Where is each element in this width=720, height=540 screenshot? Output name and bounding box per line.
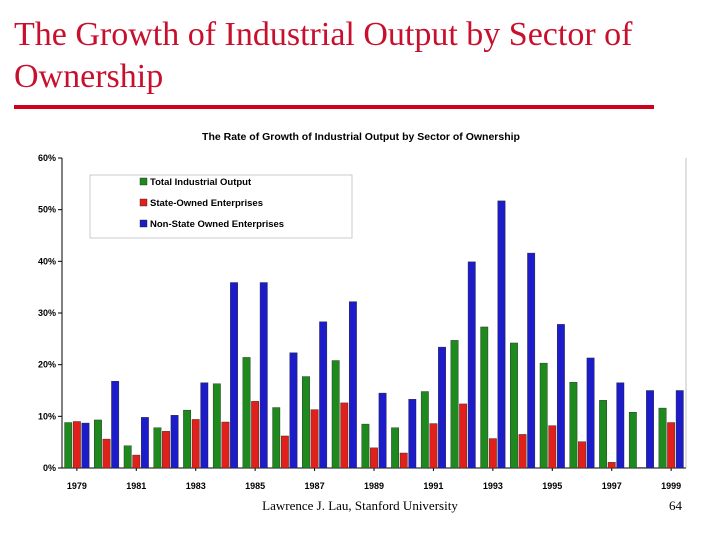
chart-bars: [64, 200, 684, 469]
x-tick-label: 1983: [186, 481, 206, 491]
bar-state-1997: [607, 462, 616, 469]
y-tick-label: 10%: [38, 411, 56, 421]
bar-nonstate-1984: [230, 282, 238, 469]
bar-total-1985: [242, 357, 251, 469]
bar-total-1990: [391, 427, 400, 469]
x-tick-label: 1997: [602, 481, 622, 491]
bar-total-1994: [510, 342, 518, 469]
bar-nonstate-1994: [527, 252, 536, 469]
x-tick-label: 1989: [364, 481, 384, 491]
bar-total-1979: [64, 422, 73, 469]
bar-nonstate-1983: [200, 382, 209, 469]
x-tick-label: 1991: [423, 481, 443, 491]
y-tick-label: 40%: [38, 256, 56, 266]
bar-state-1983: [191, 419, 200, 469]
bar-total-1987: [302, 376, 310, 469]
bar-nonstate-1979: [81, 422, 90, 469]
bar-total-1997: [599, 400, 608, 469]
legend-swatch-total: [139, 177, 148, 186]
x-tick-label: 1993: [483, 481, 503, 491]
bar-nonstate-1998: [646, 390, 654, 469]
legend-label-nonstate: Non-State Owned Enterprises: [150, 219, 284, 230]
bar-nonstate-1981: [140, 417, 149, 469]
bar-total-1983: [183, 409, 192, 469]
x-tick-label: 1987: [305, 481, 325, 491]
x-tick-label: 1985: [245, 481, 265, 491]
bar-state-1985: [251, 401, 260, 469]
bar-state-1986: [280, 435, 289, 469]
footer-credit: Lawrence J. Lau, Stanford University: [262, 498, 458, 513]
bar-state-1984: [221, 421, 230, 469]
bar-nonstate-1982: [170, 415, 179, 469]
bar-nonstate-1991: [438, 346, 446, 469]
bar-nonstate-1993: [497, 200, 506, 469]
bar-state-1987: [310, 409, 319, 469]
bar-total-1984: [212, 383, 221, 469]
bar-state-1999: [667, 422, 676, 469]
legend-label-state: State-Owned Enterprises: [150, 198, 263, 209]
bar-nonstate-1997: [616, 382, 625, 469]
legend-swatch-nonstate: [139, 219, 148, 228]
bar-total-1980: [94, 419, 102, 469]
bar-state-1998: [637, 467, 646, 469]
bar-nonstate-1990: [408, 399, 417, 469]
bar-total-1995: [539, 362, 548, 469]
y-tick-label: 60%: [38, 153, 56, 163]
bar-state-1988: [340, 402, 349, 469]
bar-total-1998: [628, 412, 637, 469]
chart-legend: Total Industrial Output State-Owned Enter…: [89, 174, 353, 239]
x-tick-label: 1979: [67, 481, 87, 491]
bar-nonstate-1980: [111, 381, 120, 469]
bar-total-1999: [658, 407, 667, 469]
bar-total-1991: [420, 391, 429, 469]
y-tick-label: 30%: [38, 308, 56, 318]
bar-total-1988: [331, 360, 340, 469]
y-tick-label: 0%: [43, 463, 56, 473]
legend-box: [89, 174, 353, 239]
bar-state-1991: [429, 423, 438, 469]
bar-nonstate-1986: [289, 352, 298, 469]
bar-total-1982: [153, 427, 162, 469]
bar-state-1981: [132, 454, 141, 469]
x-tick-label: 1999: [661, 481, 681, 491]
bar-nonstate-1999: [675, 390, 684, 469]
bar-total-1981: [123, 445, 132, 469]
chart-tick-labels: 0% 10% 20% 30% 40% 50% 60% 1979 1981 1983 1985 1987…: [38, 153, 681, 491]
bar-nonstate-1985: [259, 282, 268, 469]
bar-state-1994: [518, 434, 527, 469]
y-tick-label: 50%: [38, 205, 56, 215]
bar-total-1986: [272, 407, 281, 469]
bar-total-1996: [569, 382, 578, 469]
bar-total-1992: [450, 340, 459, 469]
bar-nonstate-1996: [586, 357, 595, 469]
legend-label-total: Total Industrial Output: [150, 177, 252, 188]
title-underline: [14, 105, 654, 109]
legend-swatch-state: [139, 198, 148, 207]
bar-state-1982: [162, 431, 170, 469]
bar-total-1993: [480, 326, 489, 469]
bar-nonstate-1987: [319, 321, 328, 469]
bar-state-1979: [72, 421, 81, 469]
bar-state-1992: [459, 403, 468, 469]
bar-state-1990: [399, 452, 408, 469]
bar-state-1989: [370, 447, 378, 469]
growth-bar-chart: The Rate of Growth of Industrial Output …: [38, 131, 687, 491]
page-number: 64: [669, 498, 682, 513]
x-tick-label: 1981: [126, 481, 146, 491]
bar-total-1989: [361, 423, 370, 469]
bar-nonstate-1992: [467, 261, 476, 469]
bar-state-1995: [548, 425, 557, 469]
bar-state-1996: [578, 441, 586, 469]
slide-title: The Growth of Industrial Output by Secto…: [14, 16, 633, 95]
bar-state-1993: [488, 438, 497, 469]
bar-nonstate-1988: [348, 301, 357, 469]
bar-nonstate-1995: [556, 324, 565, 469]
bar-state-1980: [102, 438, 111, 469]
x-tick-label: 1995: [542, 481, 562, 491]
chart-title: The Rate of Growth of Industrial Output …: [202, 131, 520, 143]
bar-nonstate-1989: [378, 392, 387, 469]
y-tick-label: 20%: [38, 360, 56, 370]
